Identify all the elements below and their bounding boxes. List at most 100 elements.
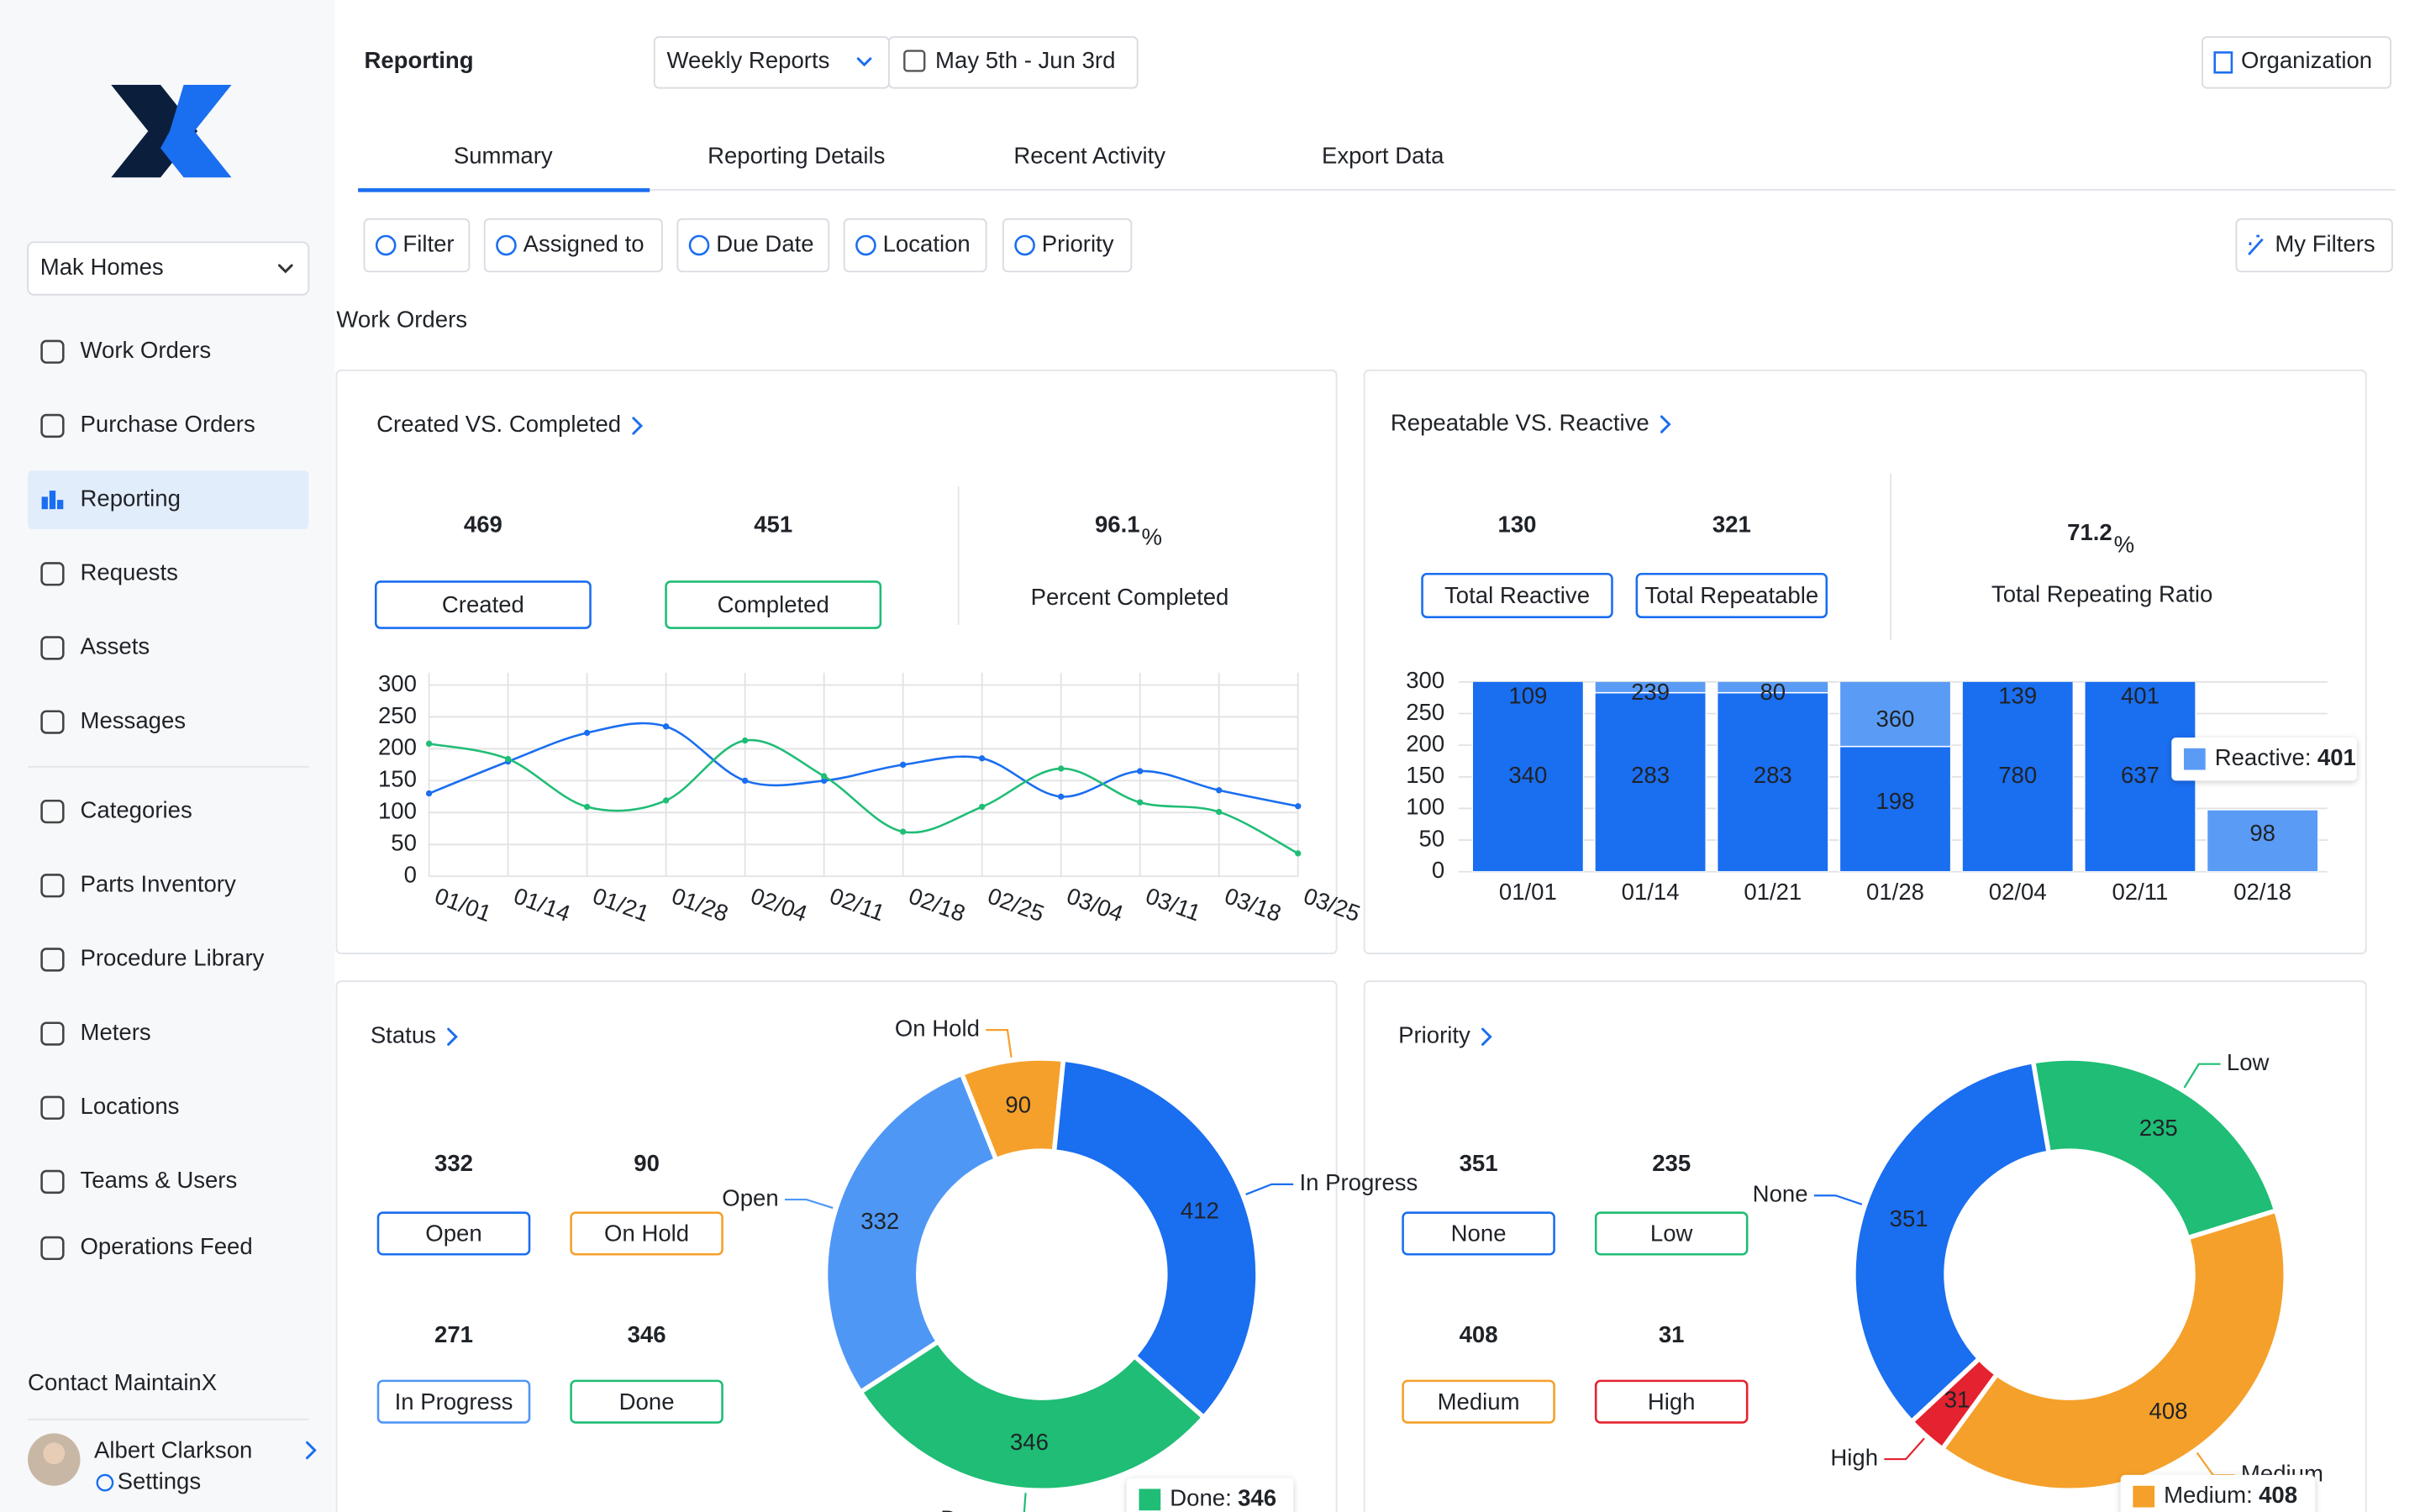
date-range[interactable] [888, 36, 1139, 89]
nav-item[interactable]: Messages [40, 707, 186, 734]
callout-label: On Hold [895, 1015, 980, 1041]
nav-label: Operations Feed [81, 1233, 253, 1259]
chevron [1481, 1027, 1492, 1046]
stat-badge[interactable] [1402, 1211, 1555, 1256]
nav-item[interactable]: Procedure Library [40, 945, 265, 972]
filter-button[interactable] [676, 218, 830, 273]
org-button-text: Organization [2241, 47, 2372, 73]
nav-item[interactable]: Locations [40, 1093, 180, 1120]
stat-badge[interactable] [1594, 1211, 1749, 1256]
org-button[interactable] [2202, 36, 2392, 89]
my-filters-button[interactable] [2235, 218, 2393, 273]
nav-icon [56, 500, 64, 510]
nav-item[interactable]: Purchase Orders [40, 411, 255, 438]
stat-value: 235 [1652, 1150, 1691, 1176]
callout-label: Low [2227, 1049, 2270, 1075]
donut-segment[interactable] [1851, 1058, 2052, 1425]
bar-segment [2206, 809, 2319, 872]
donut-segment[interactable] [823, 1070, 1000, 1396]
card-title[interactable]: Priority [1398, 1022, 1470, 1048]
nav-item[interactable]: Assets [40, 633, 150, 660]
chevron [277, 264, 293, 274]
my-filters-icon [2248, 234, 2264, 255]
line-point [583, 803, 591, 811]
filter-button[interactable] [843, 218, 987, 273]
card-title[interactable]: Created VS. Completed [376, 411, 621, 437]
filter-button[interactable] [483, 218, 663, 273]
stat-badge[interactable] [376, 1379, 531, 1424]
bar-segment [1594, 681, 1707, 694]
y-tick-label: 50 [391, 830, 417, 856]
stat-value: 130 [1498, 512, 1537, 538]
donut-segment[interactable] [1051, 1057, 1260, 1421]
line-point [1295, 850, 1302, 857]
donut-segment[interactable] [2030, 1056, 2280, 1242]
y-tick-label: 300 [1406, 667, 1444, 693]
stat-value: 321 [1712, 512, 1751, 538]
nav-item[interactable]: Reporting [28, 470, 309, 529]
tab[interactable]: Export Data [1322, 143, 1444, 169]
nav-icon [40, 562, 65, 586]
filter-button[interactable] [363, 218, 471, 273]
x-tick-label: 01/21 [1744, 879, 1802, 905]
nav-label: Reporting [81, 485, 181, 511]
bar-segment [1839, 681, 1952, 748]
donut-segment[interactable] [1908, 1355, 2001, 1452]
stat-badge[interactable] [1594, 1379, 1749, 1424]
stat-badge[interactable] [374, 580, 592, 629]
nav-label: Parts Inventory [81, 871, 236, 897]
org-select[interactable] [27, 241, 310, 296]
stat-label: Total Reactive [1444, 582, 1590, 608]
bar-value-label: 80 [1760, 679, 1786, 705]
callout-label: Done [940, 1506, 996, 1512]
nav-item[interactable]: Meters [40, 1019, 151, 1046]
stat-badge[interactable] [1421, 572, 1613, 618]
summary-unit: % [2114, 531, 2135, 557]
nav-item[interactable]: Requests [40, 559, 178, 586]
stat-badge[interactable] [665, 580, 882, 629]
tooltip-label: Done: [1170, 1485, 1232, 1511]
line-point [820, 777, 828, 785]
nav-item[interactable]: Teams & Users [40, 1167, 238, 1194]
nav-item[interactable]: Categories [40, 796, 192, 824]
y-tick-label: 250 [378, 702, 417, 728]
tab[interactable]: Summary [454, 143, 553, 169]
user-name: Albert Clarkson [94, 1437, 252, 1463]
bar-segment [1716, 681, 1829, 694]
card-title[interactable]: Status [371, 1022, 436, 1048]
x-tick-label: 01/28 [1866, 879, 1924, 905]
stat-badge[interactable] [376, 1211, 531, 1256]
line-point [662, 723, 670, 730]
segment-value-label: 412 [1181, 1198, 1219, 1224]
tab[interactable]: Recent Activity [1013, 143, 1165, 169]
stat-badge[interactable] [570, 1379, 723, 1424]
nav-item[interactable]: Operations Feed [40, 1233, 253, 1261]
nav-icon [40, 710, 65, 734]
donut-segment[interactable] [857, 1338, 1207, 1493]
tab[interactable]: Reporting Details [708, 143, 885, 169]
line-point [741, 777, 749, 785]
bar-segment [1962, 291, 2073, 379]
stat-label: Done [619, 1389, 675, 1415]
stat-badge[interactable] [1635, 572, 1828, 618]
segment-value-label: 90 [1005, 1091, 1031, 1117]
bar-segment [1839, 745, 1952, 872]
nav-item[interactable]: Work Orders [40, 337, 212, 364]
nav-item[interactable]: Parts Inventory [40, 871, 236, 898]
stat-badge[interactable] [570, 1211, 723, 1256]
card-title[interactable]: Repeatable VS. Reactive [1391, 409, 1649, 435]
stat-value: 408 [1460, 1321, 1498, 1347]
bar-value-label: 98 [2249, 820, 2275, 846]
line-point [1295, 803, 1302, 810]
donut-segment[interactable] [1939, 1207, 2288, 1493]
stat-badge[interactable] [1402, 1379, 1555, 1424]
org-name: Mak Homes [40, 254, 164, 280]
filter-button[interactable] [1002, 218, 1133, 273]
stat-value: 451 [754, 512, 792, 538]
tooltip-label: Medium: [2164, 1482, 2253, 1508]
segment-value-label: 351 [1890, 1205, 1928, 1231]
stat-label: In Progress [395, 1389, 513, 1415]
callout-label: Open [722, 1184, 778, 1210]
filter-label: Due Date [716, 230, 813, 256]
tab-underline [358, 188, 650, 192]
